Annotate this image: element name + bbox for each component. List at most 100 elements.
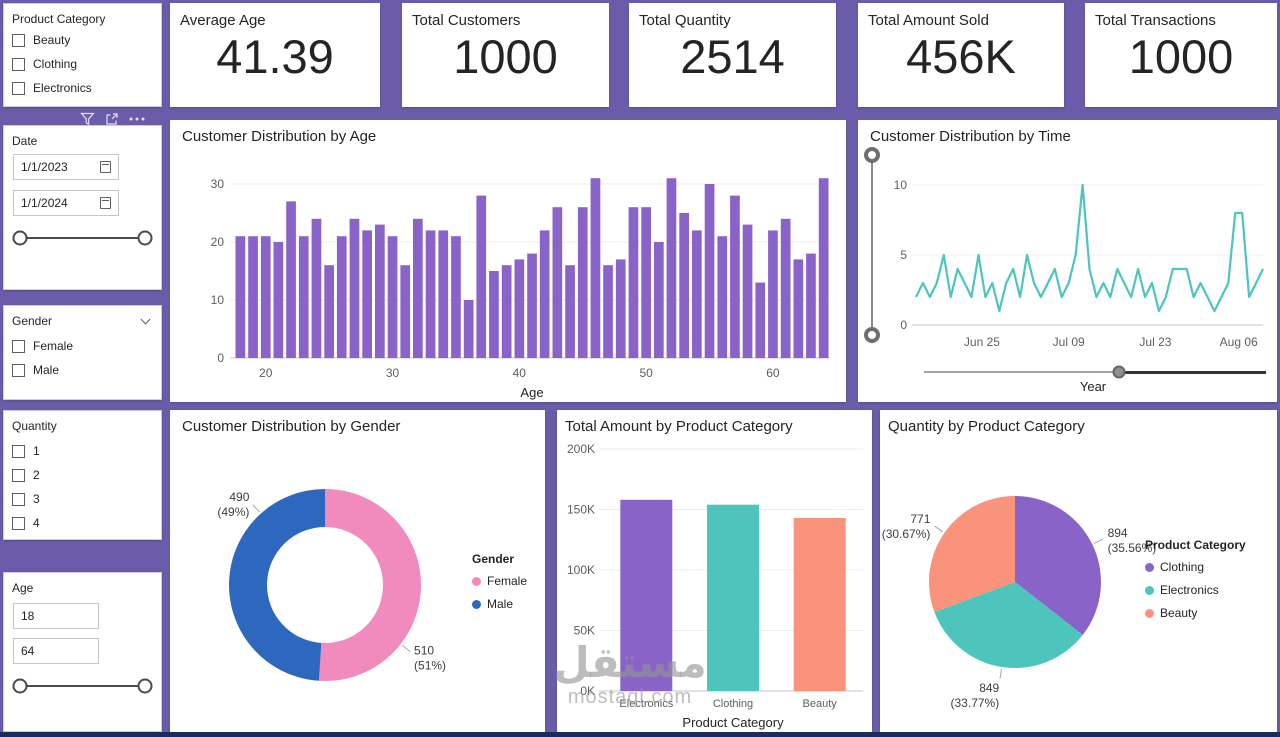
bar-age-18[interactable] [235, 236, 246, 358]
checkbox-icon[interactable] [12, 57, 25, 71]
bar-age-62[interactable] [793, 259, 804, 358]
bar-age-32[interactable] [413, 218, 423, 358]
option-3[interactable]: 3 [4, 487, 161, 511]
bar-age-21[interactable] [273, 242, 284, 358]
bar-age-43[interactable] [552, 207, 563, 358]
bar-age-45[interactable] [577, 207, 588, 358]
checkbox-icon[interactable] [12, 81, 25, 95]
bar-age-59[interactable] [755, 282, 766, 358]
bar-age-44[interactable] [565, 265, 575, 358]
option-female[interactable]: Female [4, 334, 161, 358]
slider-handle-top[interactable] [864, 147, 880, 163]
bar-age-47[interactable] [603, 265, 613, 358]
bar-age-26[interactable] [336, 236, 347, 358]
bar-age-41[interactable] [527, 253, 537, 358]
bar-age-38[interactable] [489, 271, 499, 358]
bar-age-58[interactable] [742, 224, 753, 358]
bar-age-42[interactable] [539, 230, 550, 358]
bar-age-53[interactable] [679, 213, 689, 358]
more-options-icon[interactable] [129, 117, 145, 121]
bar-age-20[interactable] [260, 236, 271, 358]
bar-age-24[interactable] [311, 218, 322, 358]
slider-handle-end[interactable] [137, 230, 153, 246]
time-series-line[interactable] [915, 183, 1264, 313]
legend-item-female[interactable]: Female [472, 574, 527, 588]
filter-icon[interactable] [80, 112, 95, 126]
bar-age-52[interactable] [666, 178, 677, 358]
bar-age-61[interactable] [780, 218, 791, 358]
bar-age-28[interactable] [362, 230, 372, 358]
donut-slice-male[interactable] [228, 489, 325, 681]
date-start-input[interactable]: 1/1/2023 [13, 154, 119, 180]
bar-age-19[interactable] [248, 236, 258, 358]
bar-age-54[interactable] [692, 230, 702, 358]
bar-age-48[interactable] [615, 259, 626, 358]
pie-slice-beauty[interactable] [929, 496, 1015, 612]
bar-age-25[interactable] [324, 265, 334, 358]
bar-age-27[interactable] [349, 218, 360, 358]
bar-age-39[interactable] [501, 265, 512, 358]
option-beauty[interactable]: Beauty [4, 28, 161, 52]
bar-age-22[interactable] [286, 201, 296, 358]
age-range-slider[interactable] [12, 671, 153, 701]
bar-age-33[interactable] [425, 230, 436, 358]
bar-age-63[interactable] [806, 253, 816, 358]
slider-handle-bottom[interactable] [864, 327, 880, 343]
legend-item-male[interactable]: Male [472, 597, 527, 611]
legend-item-clothing[interactable]: Clothing [1145, 560, 1246, 574]
chevron-down-icon[interactable] [140, 314, 151, 325]
checkbox-icon[interactable] [12, 516, 25, 530]
legend-item-electronics[interactable]: Electronics [1145, 583, 1246, 597]
bar-age-35[interactable] [451, 236, 461, 358]
bar-age-30[interactable] [387, 236, 398, 358]
bar-age-57[interactable] [730, 195, 740, 358]
bar-age-56[interactable] [717, 236, 728, 358]
checkbox-icon[interactable] [12, 444, 25, 458]
date-range-slider[interactable] [12, 223, 153, 253]
option-electronics[interactable]: Electronics [4, 76, 161, 100]
age-min-input[interactable]: 18 [13, 603, 99, 629]
bar-beauty[interactable] [793, 518, 846, 691]
bar-age-60[interactable] [768, 230, 778, 358]
vertical-range-slider[interactable] [863, 147, 881, 343]
slider-handle-start[interactable] [12, 678, 28, 694]
option-2[interactable]: 2 [4, 463, 161, 487]
checkbox-icon[interactable] [12, 339, 25, 353]
donut-slice-female[interactable] [318, 489, 421, 681]
bar-age-51[interactable] [654, 242, 664, 358]
bar-age-46[interactable] [590, 178, 601, 358]
bar-age-23[interactable] [298, 236, 309, 358]
bar-age-40[interactable] [514, 259, 525, 358]
time-range-slider[interactable] [924, 365, 1266, 379]
option-1[interactable]: 1 [4, 439, 161, 463]
slider-handle[interactable] [1112, 365, 1126, 379]
legend-item-beauty[interactable]: Beauty [1145, 606, 1246, 620]
slider-handle-start[interactable] [12, 230, 28, 246]
bar-age-49[interactable] [628, 207, 639, 358]
checkbox-icon[interactable] [12, 468, 25, 482]
checkbox-icon[interactable] [12, 363, 25, 377]
option-clothing[interactable]: Clothing [4, 52, 161, 76]
bar-age-64[interactable] [818, 178, 829, 358]
bar-age-37[interactable] [476, 195, 487, 358]
bar-age-55[interactable] [704, 184, 715, 358]
bar-age-29[interactable] [375, 224, 385, 358]
age-max-input[interactable]: 64 [13, 638, 99, 664]
calendar-icon[interactable] [100, 161, 111, 173]
date-end-input[interactable]: 1/1/2024 [13, 190, 119, 216]
bar-age-50[interactable] [641, 207, 651, 358]
option-4[interactable]: 4 [4, 511, 161, 535]
bar-age-34[interactable] [438, 230, 449, 358]
bar-electronics[interactable] [620, 499, 673, 691]
slider-handle-end[interactable] [137, 678, 153, 694]
checkbox-icon[interactable] [12, 492, 25, 506]
option-male[interactable]: Male [4, 358, 161, 382]
calendar-icon[interactable] [100, 197, 111, 209]
pie-slice-electronics[interactable] [934, 582, 1083, 668]
bar-age-31[interactable] [400, 265, 411, 358]
checkbox-icon[interactable] [12, 33, 25, 47]
bar-clothing[interactable] [707, 504, 759, 691]
bar-age-36[interactable] [463, 300, 474, 358]
popout-icon[interactable] [105, 112, 119, 126]
pie-slice-clothing[interactable] [1015, 496, 1101, 635]
